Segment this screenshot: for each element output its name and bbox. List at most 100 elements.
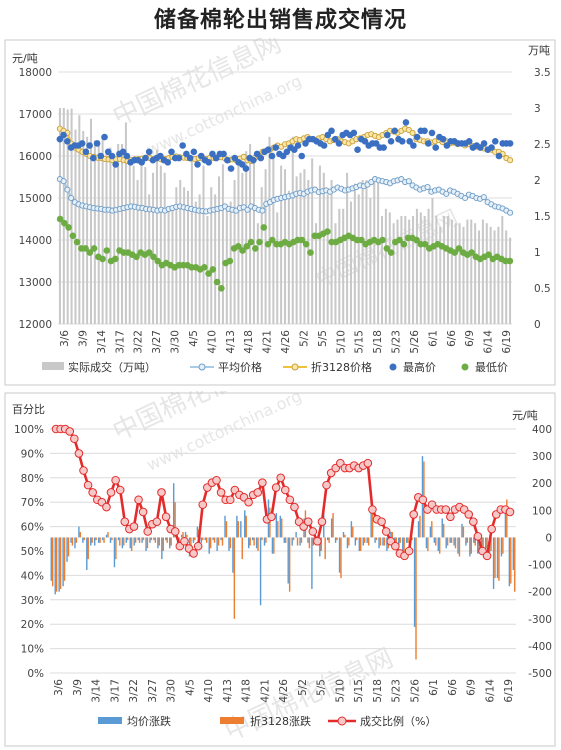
max-price-point (220, 150, 227, 158)
change-3128-bar (486, 537, 488, 549)
volume-bar (105, 151, 108, 324)
ratio-marker (111, 475, 120, 485)
ratio-marker (189, 549, 198, 558)
change-3128-bar (324, 537, 326, 560)
volume-bar (470, 219, 473, 324)
volume-bar (334, 223, 337, 324)
legend-avg-label: 平均价格 (218, 360, 262, 374)
avg-change-bar (279, 515, 282, 538)
min-price-point (213, 278, 221, 286)
volume-bar (194, 201, 197, 324)
change-3128-bar (119, 537, 121, 546)
ratio-marker (152, 517, 162, 527)
change-3128-bar (91, 537, 93, 543)
change-3128-bar (269, 507, 271, 538)
avg-change-bar (105, 534, 108, 538)
change-3128-bar (162, 537, 164, 551)
change-3128-bar (103, 537, 105, 543)
top-y-right-tick: 2.5 (534, 139, 551, 151)
avg-change-bar (236, 515, 238, 538)
top-x-tick: 3/6 (59, 330, 71, 347)
max-price-point (298, 152, 306, 160)
change-3128-bar (146, 537, 149, 549)
volume-bar (454, 223, 457, 324)
ratio-marker (368, 505, 377, 514)
volume-bar (206, 216, 209, 324)
bottom-y-left-tick: 30% (21, 595, 44, 607)
change-3128-bar (446, 537, 449, 546)
min-price-point (506, 257, 514, 265)
avg-change-bar (287, 537, 289, 584)
legend-avg-change-label: 均价涨跌 (127, 714, 171, 728)
ratio-marker (106, 488, 116, 497)
change-3128-bar (59, 537, 62, 589)
ratio-marker (216, 488, 226, 497)
avg-change-bar (240, 521, 242, 538)
min-price-point (235, 243, 242, 250)
bottom-y-right-tick: 400 (532, 424, 552, 436)
avg-change-bar (402, 537, 404, 560)
avg-change-bar (184, 532, 187, 538)
change-3128-bar (115, 537, 117, 560)
volume-bar (295, 176, 298, 324)
top-x-tick: 5/5 (317, 330, 329, 347)
ratio-marker (157, 488, 166, 497)
bottom-y-left-tick: 100% (14, 424, 44, 436)
volume-bar (256, 223, 259, 324)
volume-bar (245, 151, 248, 324)
top-x-tick: 4/21 (262, 330, 274, 354)
price-3128-marker (507, 157, 514, 164)
price-3128-marker (409, 129, 416, 136)
avg-change-bar (330, 518, 333, 538)
avg-change-bar (121, 537, 124, 549)
bottom-y-left-tick: 20% (21, 619, 44, 631)
change-3128-bar (379, 537, 382, 546)
legend-max-marker (389, 363, 397, 371)
min-price-point (260, 224, 268, 231)
volume-bar (446, 216, 449, 324)
bottom-x-tick: 4/10 (203, 679, 215, 703)
min-price-point (56, 215, 64, 223)
bottom-x-tick: 3/6 (53, 679, 65, 696)
min-price-point (379, 236, 386, 244)
avg-change-bar (469, 537, 471, 557)
avg-change-bar (334, 537, 337, 543)
change-3128-bar (265, 537, 267, 543)
avg-change-bar (180, 534, 183, 538)
price-3128-marker (240, 153, 247, 160)
min-price-point (256, 238, 263, 246)
min-price-point (358, 236, 365, 244)
ratio-marker (377, 517, 386, 527)
max-price-point (93, 140, 101, 147)
min-price-point (455, 245, 463, 252)
volume-bar (388, 212, 391, 324)
avg-change-bar (224, 515, 226, 538)
max-price-point (164, 159, 172, 166)
change-3128-bar (502, 537, 504, 554)
volume-bar (330, 180, 333, 324)
volume-bar (218, 176, 221, 324)
volume-bar (260, 187, 263, 324)
top-price-points (56, 119, 514, 292)
change-3128-bar (356, 537, 358, 541)
volume-bar (377, 180, 380, 324)
change-3128-bar (419, 515, 421, 538)
avg-change-bar (453, 537, 455, 546)
volume-bar (365, 180, 368, 324)
bottom-y-right-tick: -100 (528, 560, 552, 572)
min-price-point (133, 253, 140, 261)
ratio-marker (303, 517, 313, 527)
volume-bar (86, 136, 89, 324)
min-price-point (150, 253, 157, 261)
max-price-point (242, 165, 250, 172)
max-price-point (264, 146, 272, 153)
change-3128-bar (360, 537, 362, 551)
change-3128-bar (205, 537, 208, 543)
min-price-point (302, 240, 310, 248)
volume-bar (233, 180, 236, 324)
volume-bar (97, 140, 100, 324)
volume-bar (485, 223, 488, 324)
min-price-point (145, 249, 153, 256)
volume-bar (163, 172, 166, 324)
volume-bar (361, 180, 364, 324)
